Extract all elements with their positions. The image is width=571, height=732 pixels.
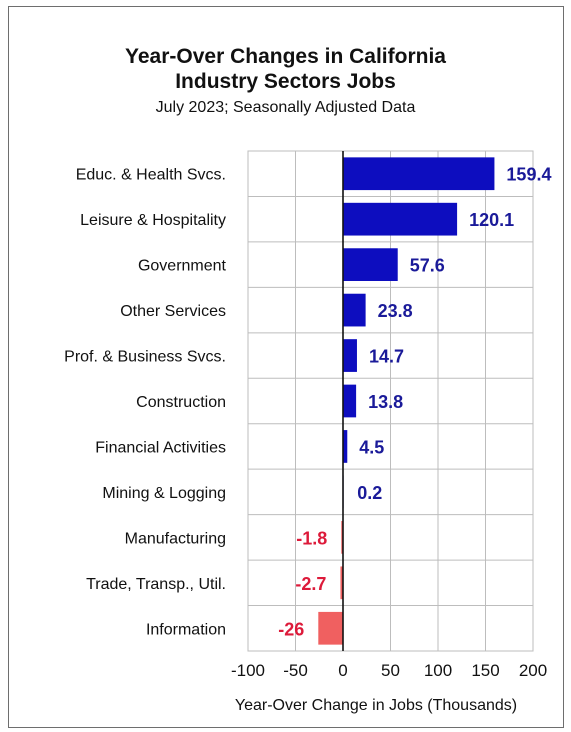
value-label-4: 14.7: [369, 347, 404, 367]
category-label-6: Financial Activities: [95, 439, 226, 456]
category-label-0: Educ. & Health Svcs.: [76, 167, 226, 184]
value-label-2: 57.6: [410, 256, 445, 276]
value-label-5: 13.8: [368, 392, 403, 412]
chart-subtitle: July 2023; Seasonally Adjusted Data: [155, 99, 416, 116]
x-tick-label-4: 100: [424, 661, 452, 680]
category-label-9: Trade, Transp., Util.: [86, 576, 226, 593]
value-label-9: -2.7: [295, 574, 326, 594]
value-label-6: 4.5: [359, 437, 384, 457]
bar-9: [340, 566, 343, 600]
value-label-0: 159.4: [506, 165, 551, 185]
value-label-7: 0.2: [357, 483, 382, 503]
bar-3: [343, 293, 366, 327]
category-label-8: Manufacturing: [125, 530, 226, 547]
x-tick-label-5: 150: [471, 661, 499, 680]
bar-10: [318, 611, 343, 645]
category-label-1: Leisure & Hospitality: [80, 212, 226, 229]
category-label-5: Construction: [136, 394, 226, 411]
x-tick-label-6: 200: [519, 661, 547, 680]
x-axis-label: Year-Over Change in Jobs (Thousands): [235, 697, 517, 714]
x-tick-label-2: 0: [338, 661, 347, 680]
bar-1: [343, 202, 458, 236]
category-label-7: Mining & Logging: [102, 485, 226, 502]
category-label-4: Prof. & Business Svcs.: [64, 349, 226, 366]
x-tick-label-3: 50: [381, 661, 400, 680]
value-label-3: 23.8: [378, 301, 413, 321]
value-label-8: -1.8: [296, 528, 327, 548]
x-tick-label-1: -50: [283, 661, 308, 680]
value-label-1: 120.1: [469, 210, 514, 230]
chart-title-line-1: Year-Over Changes in California: [125, 45, 446, 68]
bar-2: [343, 248, 398, 281]
value-label-10: -26: [278, 619, 304, 639]
bar-6: [343, 430, 348, 463]
x-tick-label-0: -100: [231, 661, 265, 680]
bar-5: [343, 384, 357, 418]
category-label-3: Other Services: [120, 303, 226, 320]
category-label-2: Government: [138, 258, 227, 275]
category-label-10: Information: [146, 621, 226, 638]
bar-0: [343, 157, 495, 191]
bar-4: [343, 339, 357, 372]
chart-title-line-2: Industry Sectors Jobs: [175, 70, 396, 93]
bar-8: [341, 521, 343, 554]
